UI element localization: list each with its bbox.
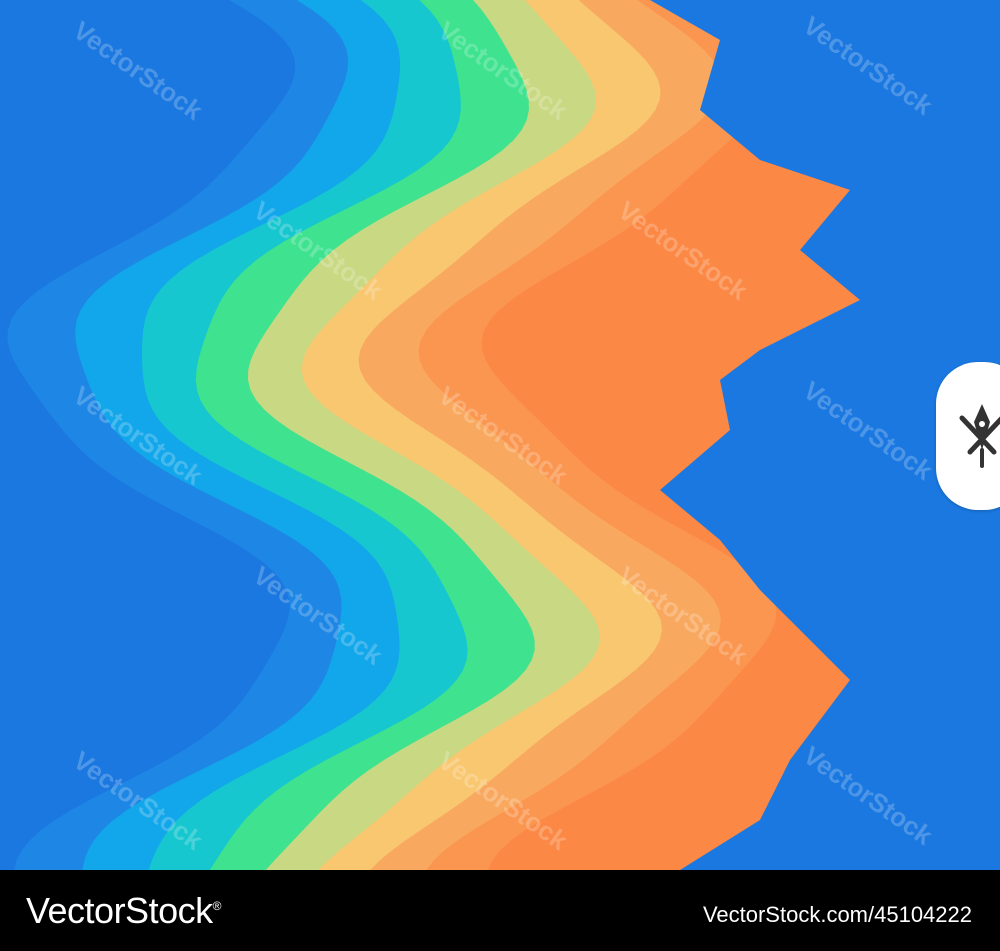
right-background [650,0,1000,870]
footer-image-id: VectorStock.com/45104222 [702,902,972,927]
brand-registered-mark: ® [212,899,222,913]
footer-bar: VectorStock® VectorStock.com/45104222 [0,870,1000,951]
pen-nib-crossed-swords-icon [959,404,1000,468]
wave-artwork [7,0,1000,870]
footer-brand: VectorStock® [26,890,221,932]
brand-text: VectorStock [26,890,213,931]
vectorstock-badge [936,362,1000,510]
